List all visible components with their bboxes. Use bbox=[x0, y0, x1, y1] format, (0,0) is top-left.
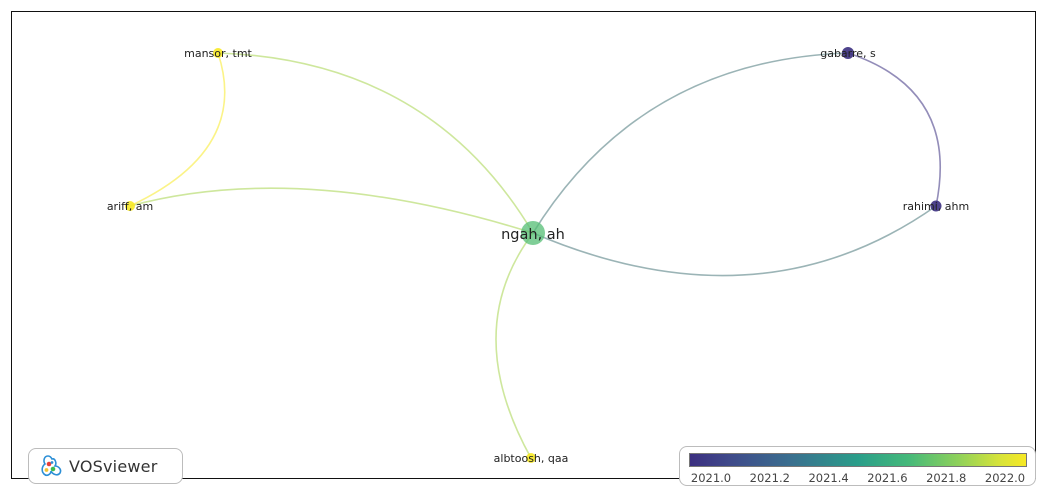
legend-tick-label: 2021.8 bbox=[926, 471, 967, 485]
link-ngah-mansor bbox=[217, 52, 534, 234]
vosviewer-logo-icon bbox=[41, 455, 62, 477]
legend-color-bar bbox=[689, 453, 1027, 467]
year-color-legend: 2021.0 2021.2 2021.4 2021.6 2021.8 2022.0 bbox=[679, 446, 1036, 486]
link-gabarre-rahimi bbox=[847, 52, 941, 207]
node-label-albtoosh[interactable]: albtoosh, qaa bbox=[494, 452, 569, 465]
link-ngah-rahimi bbox=[532, 205, 937, 277]
link-mansor-ariff bbox=[129, 52, 226, 207]
node-label-ariff[interactable]: ariff, am bbox=[107, 200, 153, 213]
link-ngah-ariff bbox=[129, 187, 534, 234]
node-label-gabarre[interactable]: gabarre, s bbox=[820, 47, 876, 60]
legend-tick-labels: 2021.0 2021.2 2021.4 2021.6 2021.8 2022.0 bbox=[680, 471, 1037, 485]
node-label-ngah[interactable]: ngah, ah bbox=[501, 227, 565, 243]
link-ngah-albtoosh bbox=[495, 232, 534, 459]
network-visualization-frame bbox=[11, 11, 1036, 479]
node-label-rahimi[interactable]: rahimi, ahm bbox=[903, 200, 969, 213]
vosviewer-logo-text: VOSviewer bbox=[69, 456, 158, 476]
node-mansor[interactable] bbox=[213, 48, 223, 58]
node-label-mansor[interactable]: mansor, tmt bbox=[184, 47, 252, 60]
node-gabarre[interactable] bbox=[842, 47, 854, 59]
link-ngah-gabarre bbox=[532, 52, 849, 234]
node-ngah[interactable] bbox=[521, 221, 545, 245]
vosviewer-logo-box: VOSviewer bbox=[28, 448, 183, 484]
legend-tick-label: 2022.0 bbox=[984, 471, 1026, 485]
node-rahimi[interactable] bbox=[930, 200, 942, 212]
legend-tick-label: 2021.2 bbox=[749, 471, 790, 485]
legend-tick-label: 2021.6 bbox=[867, 471, 908, 485]
legend-tick-label: 2021.4 bbox=[808, 471, 849, 485]
legend-tick-label: 2021.0 bbox=[690, 471, 732, 485]
node-ariff[interactable] bbox=[125, 201, 135, 211]
links-layer bbox=[129, 52, 941, 459]
node-albtoosh[interactable] bbox=[526, 453, 536, 463]
nodes-layer bbox=[125, 47, 942, 463]
labels-layer: ngah, ah mansor, tmt ariff, am albtoosh, qa… bbox=[107, 47, 969, 465]
